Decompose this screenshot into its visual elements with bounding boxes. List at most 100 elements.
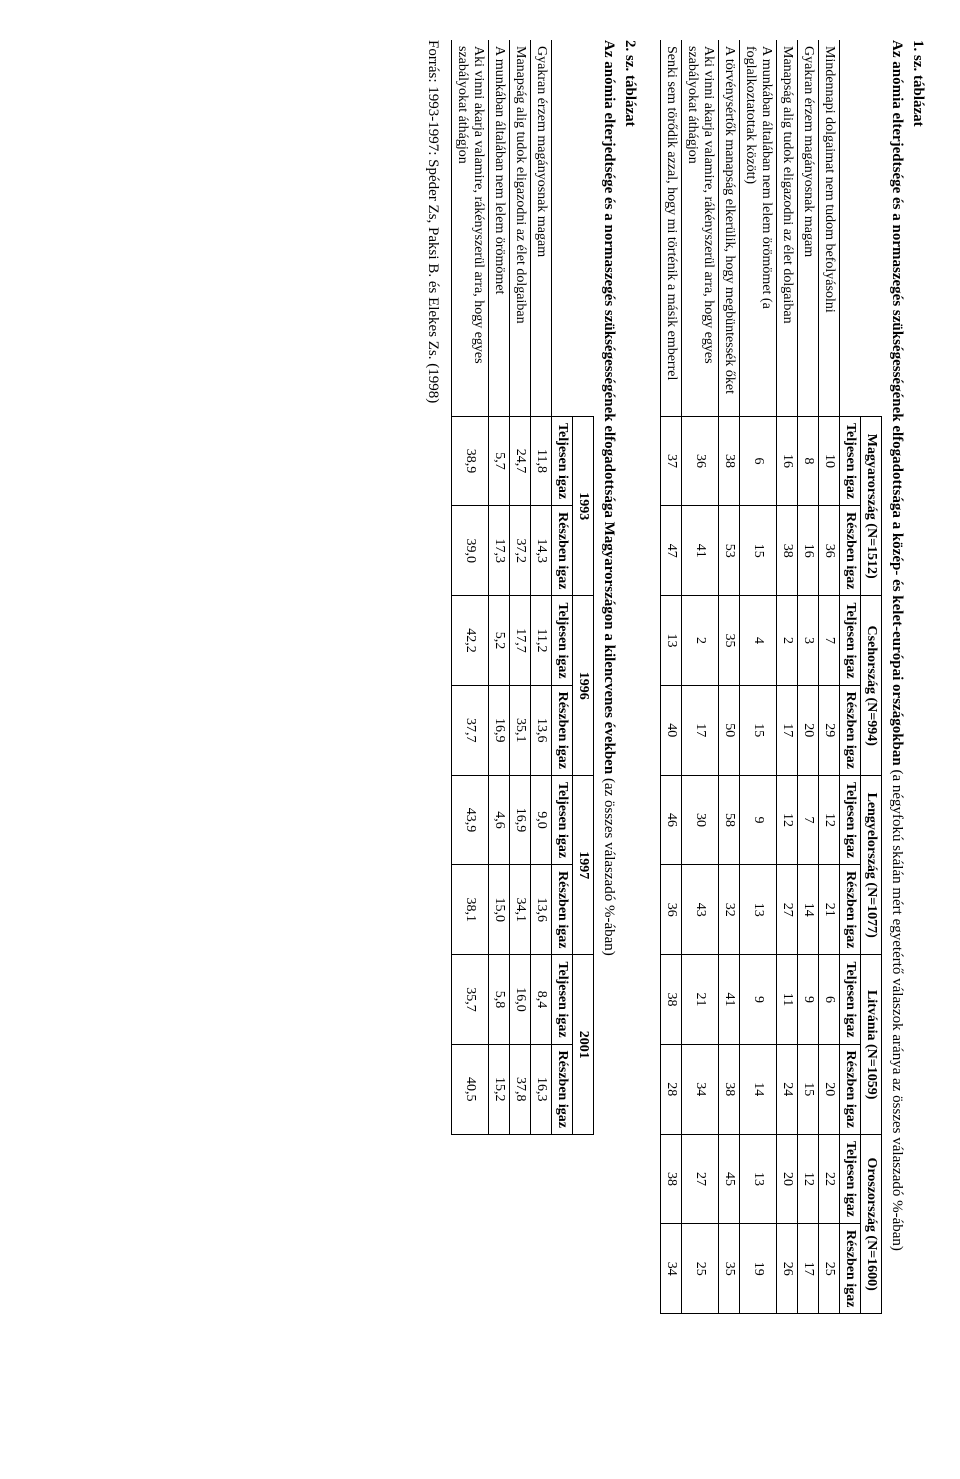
table1-cell: 19	[740, 1224, 777, 1314]
table2-row-label: A munkában általában nem lelem örömömet	[489, 40, 510, 417]
table2-subheader: Részben igaz	[552, 865, 573, 955]
table1-cell: 9	[798, 955, 819, 1044]
table1-cell: 14	[798, 865, 819, 955]
table2-cell: 35,1	[510, 685, 531, 775]
table1-label: 1. sz. táblázat	[909, 40, 926, 1439]
table2-cell: 16,9	[489, 685, 510, 775]
table1-cell: 6	[740, 417, 777, 506]
table1-cell: 38	[719, 417, 740, 506]
table1-cell: 12	[819, 775, 840, 864]
table1-cell: 40	[661, 685, 682, 775]
table2-cell: 14,3	[531, 506, 552, 596]
table2-cell: 16,9	[510, 775, 531, 864]
table1-subheader: Teljesen igaz	[840, 596, 861, 685]
table2-cell: 4,6	[489, 775, 510, 864]
table2-row-label: Aki vinni akarja valamire, rákényszerül …	[452, 40, 489, 417]
source-line: Forrás: 1993-1997: Spéder Zs, Paksi B. é…	[424, 40, 441, 1439]
table1-cell: 47	[661, 506, 682, 596]
table1-cell: 4	[740, 596, 777, 685]
table1-cell: 2	[777, 596, 798, 685]
table2-cell: 5,2	[489, 596, 510, 685]
table2-cell: 42,2	[452, 596, 489, 685]
table1-subheader: Részben igaz	[840, 506, 861, 596]
table1-cell: 17	[682, 685, 719, 775]
table2-cell: 37,7	[452, 685, 489, 775]
table2-year-header: 1996	[573, 596, 594, 775]
table1-cell: 22	[819, 1134, 840, 1223]
table1-subheader: Teljesen igaz	[840, 1134, 861, 1223]
table1-cell: 43	[682, 865, 719, 955]
table1-corner	[840, 40, 882, 417]
table2-corner	[552, 40, 594, 417]
table1-cell: 38	[777, 506, 798, 596]
table1-cell: 16	[798, 506, 819, 596]
table2-cell: 5,7	[489, 417, 510, 506]
table1-country-header: Litvánia (N=1059)	[861, 955, 882, 1134]
table1-cell: 34	[682, 1044, 719, 1134]
table-row: Manapság alig tudok eligazodni az élet d…	[777, 40, 798, 1314]
table1-cell: 8	[798, 417, 819, 506]
table1-cell: 2	[682, 596, 719, 685]
table1-country-header: Csehország (N=994)	[861, 596, 882, 775]
table1-subheader: Részben igaz	[840, 1044, 861, 1134]
table1-cell: 32	[719, 865, 740, 955]
table1-cell: 36	[661, 865, 682, 955]
table-row: A törvénysértők manapság elkerülik, hogy…	[719, 40, 740, 1314]
table1-cell: 10	[819, 417, 840, 506]
table1-cell: 16	[777, 417, 798, 506]
table2-row-label: Gyakran érzem magányosnak magam	[531, 40, 552, 417]
table2-cell: 38,1	[452, 865, 489, 955]
table1-cell: 25	[819, 1224, 840, 1314]
table-row: Manapság alig tudok eligazodni az élet d…	[510, 40, 531, 1134]
table1-cell: 50	[719, 685, 740, 775]
table-row: A munkában általában nem lelem örömömet5…	[489, 40, 510, 1134]
table2-cell: 11,2	[531, 596, 552, 685]
table2-label: 2. sz. táblázat	[621, 40, 638, 1439]
table2-year-header: 1997	[573, 775, 594, 954]
table1-cell: 6	[819, 955, 840, 1044]
table2-cell: 24,7	[510, 417, 531, 506]
table1-row-label: Senki sem törődik azzal, hogy mi történi…	[661, 40, 682, 417]
table1-country-header: Lengyelország (N=1077)	[861, 775, 882, 954]
table2-cell: 38,9	[452, 417, 489, 506]
table1-cell: 20	[777, 1134, 798, 1223]
table1-cell: 20	[819, 1044, 840, 1134]
table2-row-label: Manapság alig tudok eligazodni az élet d…	[510, 40, 531, 417]
table2-cell: 17,3	[489, 506, 510, 596]
table1-cell: 53	[719, 506, 740, 596]
table1-cell: 11	[777, 955, 798, 1044]
table1-cell: 14	[740, 1044, 777, 1134]
table2-cell: 9,0	[531, 775, 552, 864]
table2-year-header: 2001	[573, 955, 594, 1134]
table1-cell: 15	[798, 1044, 819, 1134]
table1-cell: 35	[719, 596, 740, 685]
table1-cell: 29	[819, 685, 840, 775]
table2-cell: 35,7	[452, 955, 489, 1044]
table2-cell: 11,8	[531, 417, 552, 506]
table2-title-bold: Az anómia elterjedtsége és a normaszegés…	[601, 40, 617, 774]
table2-subheader: Teljesen igaz	[552, 596, 573, 685]
table-row: Gyakran érzem magányosnak magam816320714…	[798, 40, 819, 1314]
table-row: A munkában általában nem lelem örömömet …	[740, 40, 777, 1314]
table1-subheader: Teljesen igaz	[840, 775, 861, 864]
table2-subheader: Teljesen igaz	[552, 775, 573, 864]
table1-subheader: Teljesen igaz	[840, 955, 861, 1044]
table1-row-label: Aki vinni akarja valamire, rákényszerül …	[682, 40, 719, 417]
table2-cell: 40,5	[452, 1044, 489, 1134]
table2-subheader: Részben igaz	[552, 1044, 573, 1134]
table1-cell: 34	[661, 1224, 682, 1314]
table1-cell: 13	[661, 596, 682, 685]
table1-cell: 24	[777, 1044, 798, 1134]
table2-cell: 8,4	[531, 955, 552, 1044]
table1-cell: 35	[719, 1224, 740, 1314]
table1-cell: 17	[777, 685, 798, 775]
table1-cell: 7	[819, 596, 840, 685]
table2-subheader: Részben igaz	[552, 685, 573, 775]
table1-cell: 9	[740, 775, 777, 864]
table1-cell: 38	[719, 1044, 740, 1134]
table1-cell: 9	[740, 955, 777, 1044]
table1-cell: 41	[682, 506, 719, 596]
table1-row-label: A törvénysértők manapság elkerülik, hogy…	[719, 40, 740, 417]
table1-country-header: Magyarország (N=1512)	[861, 417, 882, 596]
table2-cell: 43,9	[452, 775, 489, 864]
